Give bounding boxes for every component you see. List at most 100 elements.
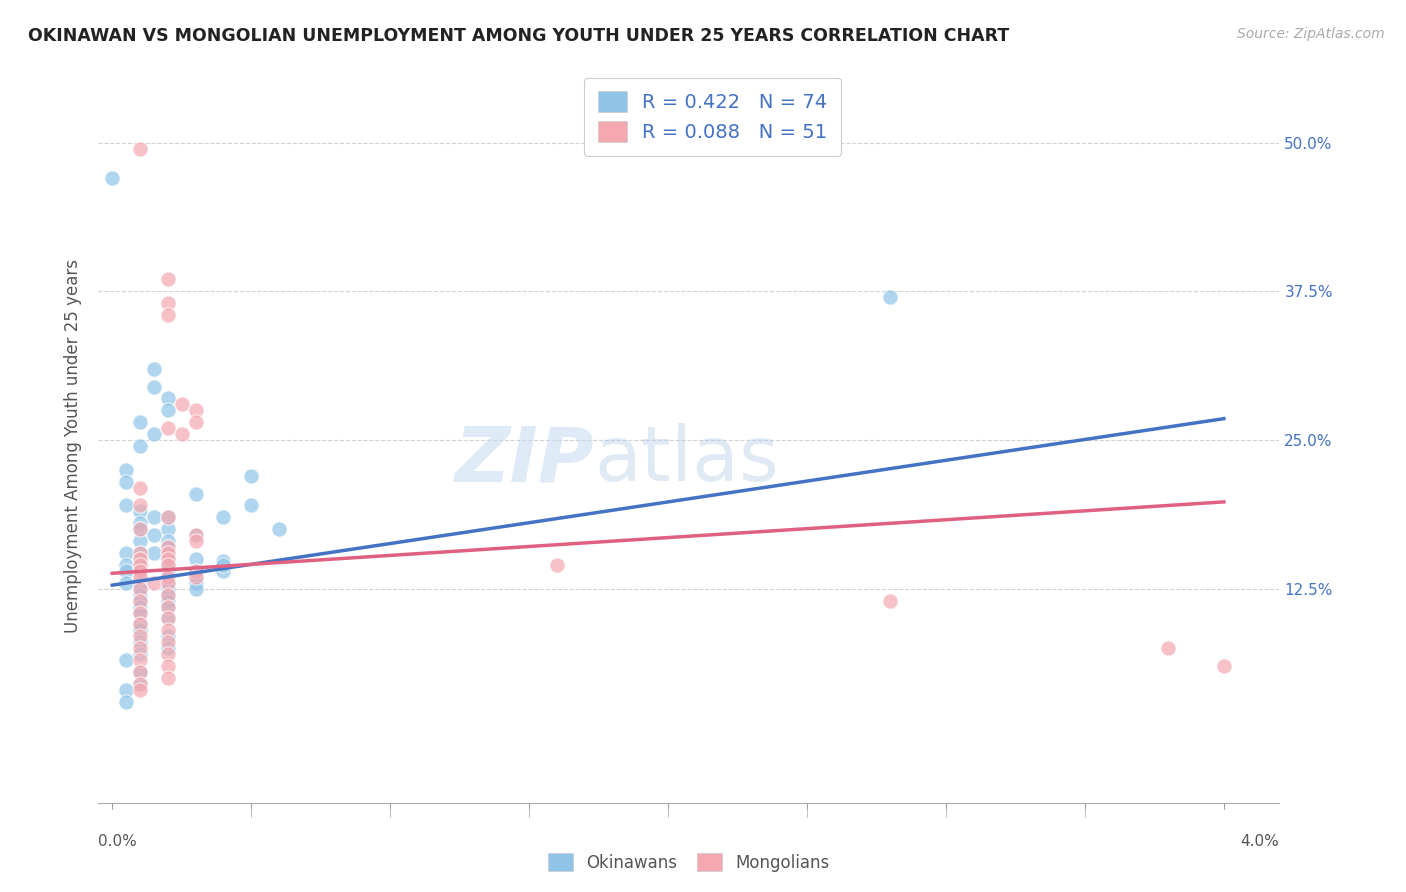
Point	[143, 528, 166, 542]
Point	[156, 629, 179, 643]
Point	[156, 546, 179, 560]
Point	[143, 510, 166, 524]
Point	[129, 439, 152, 453]
Point	[156, 272, 179, 286]
Point	[129, 522, 152, 536]
Point	[129, 588, 152, 602]
Point	[115, 463, 138, 477]
Point	[115, 695, 138, 709]
Point	[184, 564, 207, 578]
Legend: Okinawans, Mongolians: Okinawans, Mongolians	[540, 845, 838, 880]
Point	[129, 677, 152, 691]
Point	[156, 421, 179, 435]
Point	[129, 647, 152, 661]
Text: ZIP: ZIP	[454, 424, 595, 497]
Point	[129, 582, 152, 596]
Point	[115, 546, 138, 560]
Point	[115, 575, 138, 590]
Point	[129, 665, 152, 679]
Point	[156, 599, 179, 614]
Point	[170, 397, 193, 411]
Point	[101, 171, 124, 186]
Point	[156, 588, 179, 602]
Point	[184, 552, 207, 566]
Point	[879, 290, 901, 304]
Point	[129, 534, 152, 549]
Point	[240, 468, 263, 483]
Point	[156, 564, 179, 578]
Point	[184, 528, 207, 542]
Point	[129, 552, 152, 566]
Text: OKINAWAN VS MONGOLIAN UNEMPLOYMENT AMONG YOUTH UNDER 25 YEARS CORRELATION CHART: OKINAWAN VS MONGOLIAN UNEMPLOYMENT AMONG…	[28, 27, 1010, 45]
Y-axis label: Unemployment Among Youth under 25 years: Unemployment Among Youth under 25 years	[65, 259, 83, 633]
Point	[115, 653, 138, 667]
Point	[129, 564, 152, 578]
Point	[156, 671, 179, 685]
Point	[143, 546, 166, 560]
Point	[129, 682, 152, 697]
Point	[156, 534, 179, 549]
Point	[129, 582, 152, 596]
Point	[129, 593, 152, 607]
Point	[156, 558, 179, 572]
Point	[156, 635, 179, 649]
Point	[156, 552, 179, 566]
Point	[129, 635, 152, 649]
Point	[156, 588, 179, 602]
Point	[129, 624, 152, 638]
Point	[129, 665, 152, 679]
Point	[129, 570, 152, 584]
Point	[267, 522, 290, 536]
Text: 4.0%: 4.0%	[1240, 834, 1279, 849]
Point	[115, 499, 138, 513]
Point	[156, 575, 179, 590]
Point	[1212, 659, 1234, 673]
Point	[129, 606, 152, 620]
Point	[156, 546, 179, 560]
Point	[240, 499, 263, 513]
Point	[184, 575, 207, 590]
Point	[129, 546, 152, 560]
Point	[184, 570, 207, 584]
Point	[115, 682, 138, 697]
Point	[129, 499, 152, 513]
Point	[546, 558, 568, 572]
Point	[129, 558, 152, 572]
Point	[212, 558, 235, 572]
Point	[156, 296, 179, 310]
Point	[115, 564, 138, 578]
Point	[129, 564, 152, 578]
Point	[129, 653, 152, 667]
Point	[156, 552, 179, 566]
Point	[129, 599, 152, 614]
Point	[129, 546, 152, 560]
Point	[129, 570, 152, 584]
Point	[184, 570, 207, 584]
Point	[129, 558, 152, 572]
Point	[129, 504, 152, 518]
Point	[129, 415, 152, 429]
Point	[129, 593, 152, 607]
Point	[156, 558, 179, 572]
Point	[184, 415, 207, 429]
Point	[143, 379, 166, 393]
Point	[156, 403, 179, 417]
Point	[156, 570, 179, 584]
Point	[156, 510, 179, 524]
Point	[212, 510, 235, 524]
Point	[143, 361, 166, 376]
Point	[156, 392, 179, 406]
Point	[156, 510, 179, 524]
Point	[212, 564, 235, 578]
Point	[156, 540, 179, 554]
Point	[129, 641, 152, 656]
Point	[129, 481, 152, 495]
Point	[879, 593, 901, 607]
Point	[184, 534, 207, 549]
Point	[129, 142, 152, 156]
Text: Source: ZipAtlas.com: Source: ZipAtlas.com	[1237, 27, 1385, 41]
Point	[184, 528, 207, 542]
Point	[184, 582, 207, 596]
Point	[212, 554, 235, 568]
Point	[129, 575, 152, 590]
